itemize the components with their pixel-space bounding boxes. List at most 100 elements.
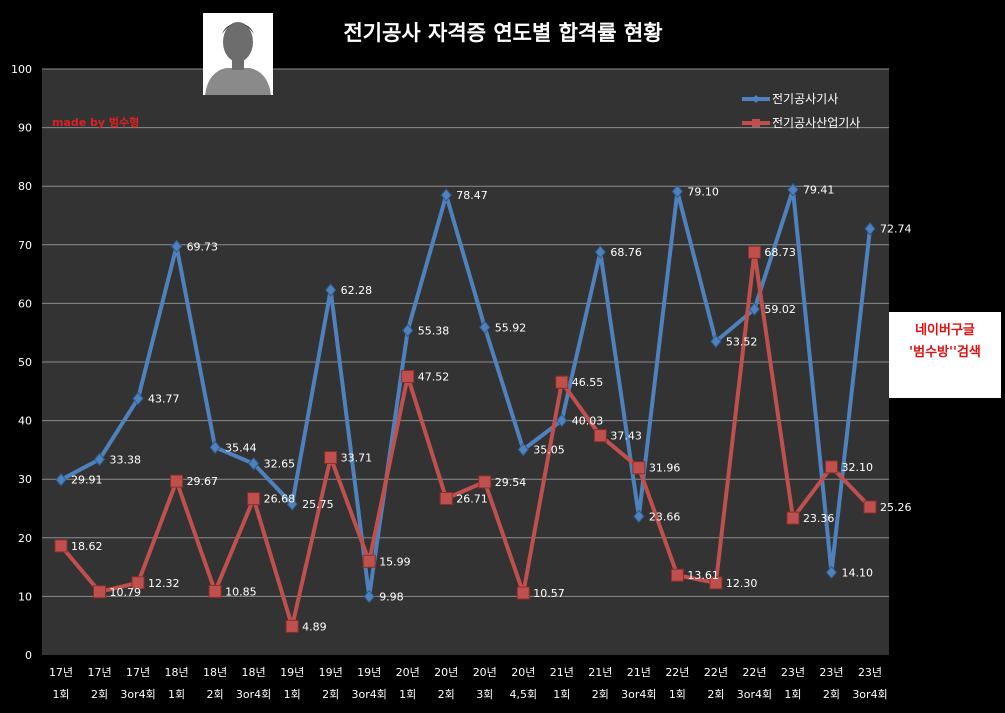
point-series-2 [439,491,453,505]
data-label-series-2: 25.26 [880,501,912,514]
x-tick-label: 4,5회 [509,688,537,701]
x-tick-label: 21년 [588,666,612,679]
promo-line-2: '범수방''검색 [909,345,981,360]
point-series-1 [825,565,838,580]
x-tick-label: 17년 [126,666,150,679]
point-series-2 [208,584,222,598]
point-series-2 [824,460,838,474]
x-tick-label: 2회 [207,688,224,701]
data-label-series-1: 55.38 [418,324,450,337]
point-series-1 [556,413,568,428]
data-label-series-1: 55.92 [495,321,527,334]
x-tick-label: 2회 [91,688,108,701]
x-tick-label: 3or4회 [737,688,772,701]
x-tick-label: 2회 [592,688,609,701]
point-series-1 [93,452,106,467]
point-series-2 [747,245,761,259]
data-label-series-1: 33.38 [110,453,141,466]
point-series-1 [247,456,260,471]
gridlines [42,68,889,597]
x-tick-label: 1회 [284,688,301,701]
point-series-1 [748,302,761,316]
point-series-2 [593,429,607,443]
chart-title: 전기공사 자격증 연도별 합격률 현황 [343,21,662,45]
data-label-series-1: 43.77 [148,393,180,406]
point-series-1 [671,184,684,199]
data-label-series-1: 23.66 [649,510,681,523]
data-label-series-1: 69.73 [187,240,219,253]
point-series-1 [440,188,452,202]
data-label-series-1: 9.98 [379,591,404,604]
y-tick-label: 80 [18,180,32,193]
x-tick-label: 3or4회 [236,688,271,701]
legend: 전기공사기사 전기공사산업기사 [742,92,860,130]
data-label-series-1: 35.44 [225,441,257,454]
promo-box: 네이버구글 '범수방''검색 [889,312,1001,398]
point-series-1 [594,245,606,259]
data-label-series-2: 29.54 [495,476,527,489]
point-series-2 [401,370,415,384]
data-label-series-2: 4.89 [302,620,327,633]
data-label-series-1: 79.10 [687,185,719,198]
x-tick-label: 1회 [399,688,416,701]
data-label-series-2: 33.71 [341,451,373,464]
x-tick-label: 22년 [742,666,766,679]
point-series-2 [93,585,107,599]
x-tick-label: 3or4회 [852,688,887,701]
y-tick-label: 50 [18,356,32,369]
data-label-series-1: 32.65 [264,458,296,471]
x-tick-label: 18년 [203,666,227,679]
y-tick-label: 0 [25,649,32,662]
legend-label-series-1: 전기공사기사 [772,92,838,106]
x-tick-label: 3or4회 [621,688,656,701]
y-tick-label: 20 [18,532,32,545]
promo-line-1: 네이버구글 [915,323,975,338]
point-series-1 [286,497,298,511]
series-line-2 [59,250,872,629]
data-label-series-2: 18.62 [71,540,103,553]
data-label-series-1: 14.10 [841,566,873,579]
y-tick-label: 100 [11,63,32,76]
data-label-series-1: 59.02 [764,303,796,316]
point-series-1 [517,442,529,457]
point-series-2 [131,576,145,590]
point-series-1 [325,283,337,297]
data-label-series-2: 12.32 [148,577,180,590]
x-tick-label: 23년 [819,666,843,679]
point-series-2 [324,450,338,464]
point-series-2 [285,619,299,633]
data-label-series-2: 68.73 [764,246,796,259]
series-layer [54,182,877,633]
x-tick-label: 3or4회 [352,688,387,701]
data-label-series-1: 29.91 [71,474,103,487]
y-tick-label: 30 [18,473,32,486]
x-tick-label: 22년 [665,666,689,679]
data-label-series-2: 29.67 [187,475,219,488]
data-label-series-1: 35.05 [533,444,565,457]
data-label-series-2: 12.30 [726,577,758,590]
data-labels: 29.91 33.38 43.77 69.73 35.44 32.65 25.75 62.28… [71,184,912,634]
x-tick-label: 2회 [823,688,840,701]
y-tick-label: 10 [18,590,32,603]
x-tick-label: 3or4회 [120,688,155,701]
point-series-1 [479,320,491,335]
data-label-series-1: 68.76 [610,246,642,259]
point-series-1 [402,323,414,338]
point-series-2 [632,461,646,475]
x-tick-label: 20년 [511,666,535,679]
x-tick-label: 20년 [434,666,458,679]
data-label-series-2: 31.96 [649,462,681,475]
x-axis: 17년 1회 17년 2회 17년 3or4회 18년 1회 18년 2회 18년 3or4회 19년 1… [49,666,888,701]
legend-marker-series-1 [752,95,760,103]
made-by-label: made by 범수형 [52,115,139,129]
data-label-series-2: 23.36 [803,512,835,525]
point-series-1 [633,509,645,524]
x-tick-label: 1회 [168,688,185,701]
x-tick-label: 21년 [550,666,574,679]
x-tick-label: 20년 [473,666,497,679]
data-label-series-1: 79.41 [803,184,835,197]
point-series-2 [863,500,877,514]
point-series-2 [362,554,376,568]
y-tick-label: 70 [18,239,32,252]
